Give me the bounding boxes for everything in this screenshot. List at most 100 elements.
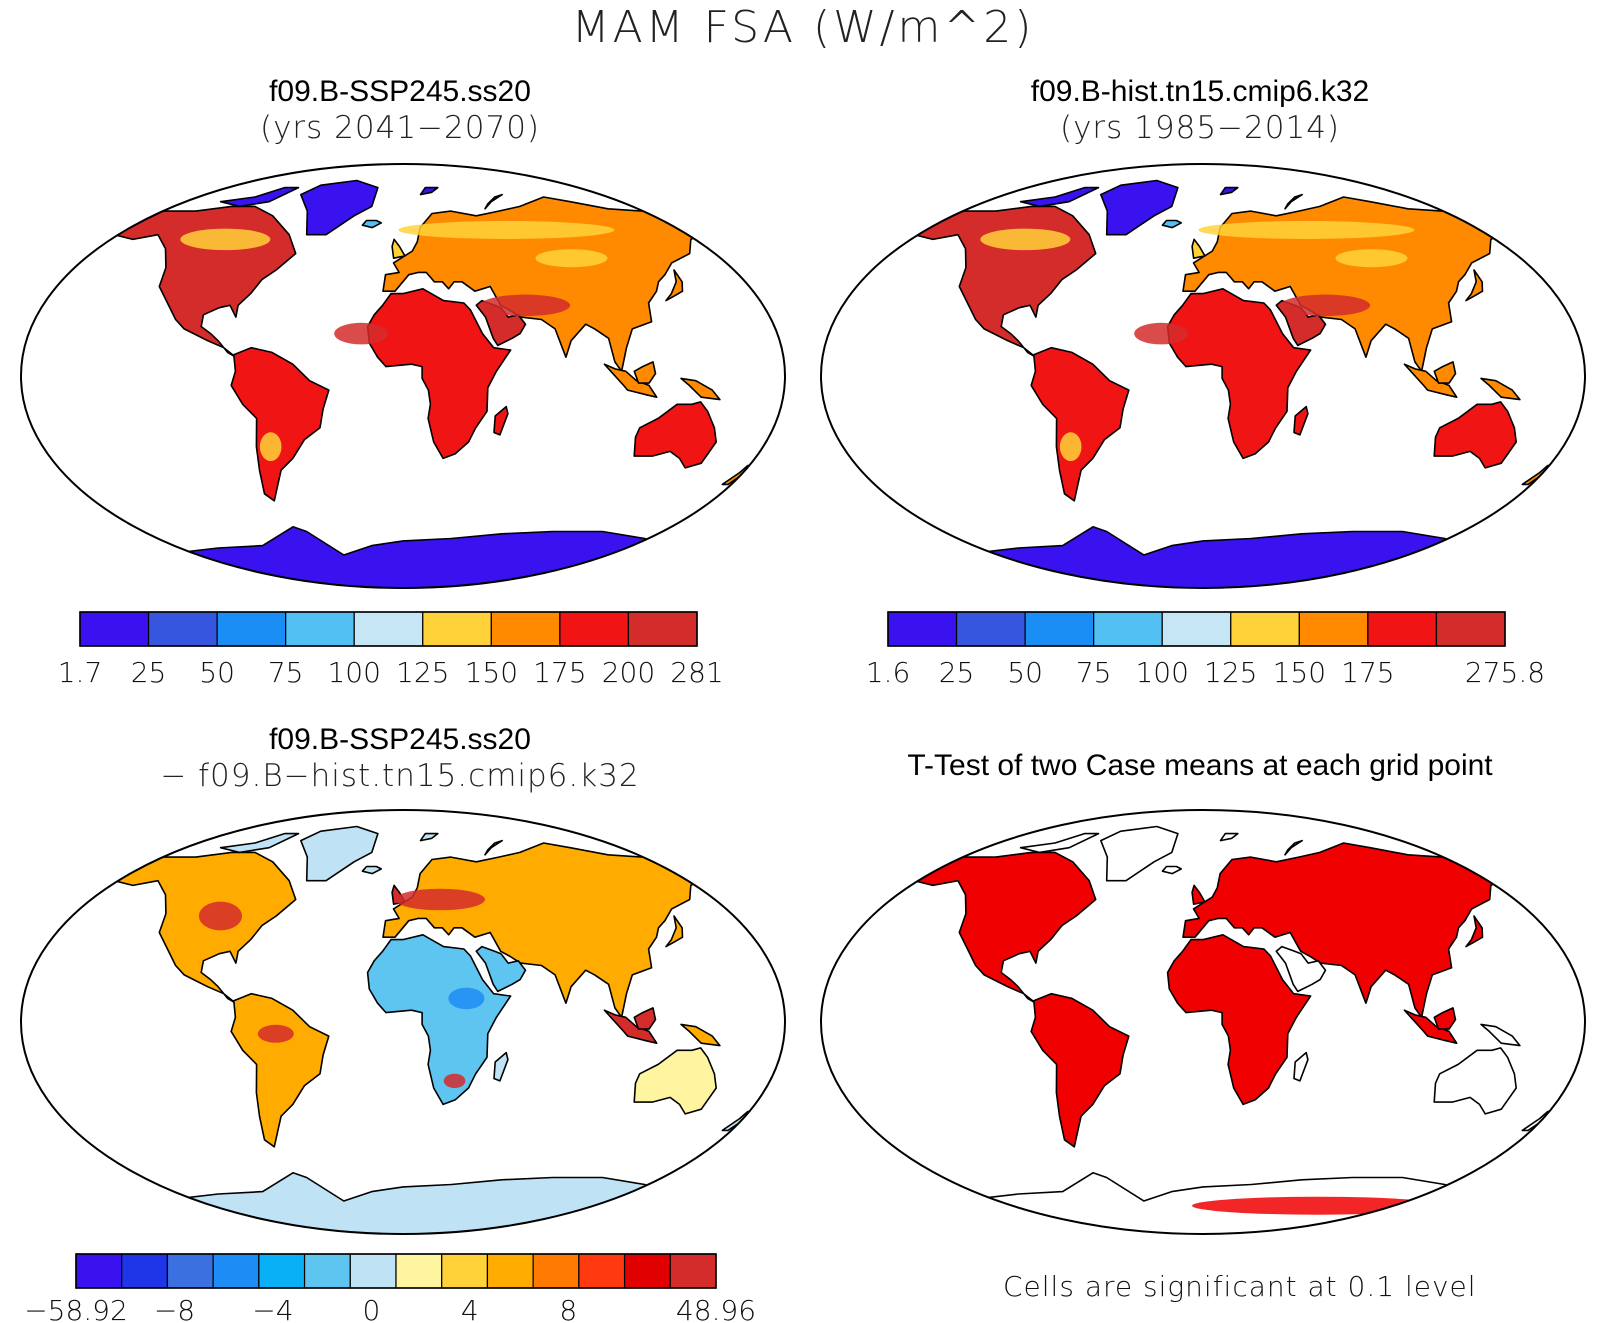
landmass-iceland: [361, 865, 382, 875]
colorbar-swatch: [1093, 611, 1163, 647]
landmass-southAmerica: [1030, 346, 1130, 502]
landmass-borneo: [1433, 361, 1457, 384]
landmass-arcticIslands: [1019, 186, 1100, 208]
landmass-northAmerica: [113, 851, 297, 1004]
field-patch: [398, 220, 615, 239]
landmass-africa: [1166, 288, 1312, 460]
field-patch: [1198, 220, 1415, 239]
field-patch: [1192, 1196, 1445, 1215]
field-patch: [1134, 322, 1189, 345]
panel-title-line1: f09.B-SSP245.ss20: [269, 75, 531, 108]
colorbar-tick-label: 1.7: [58, 656, 103, 689]
landmass-borneo: [1433, 1007, 1457, 1030]
map-frame: [20, 163, 786, 589]
colorbar-tick-label: 150: [1273, 656, 1326, 689]
landmass-novayaZemlya: [1284, 839, 1303, 856]
field-patch: [334, 322, 389, 345]
colorbar-swatch: [422, 611, 492, 647]
landmass-iceland: [361, 219, 382, 229]
panel-title-line1: f09.B-SSP245.ss20: [269, 723, 531, 756]
world-map-hist: [820, 163, 1586, 589]
colorbar-top-right: 1.6 25 50 75 100 125 150 175 275.8: [866, 611, 1545, 692]
colorbar-swatch: [395, 1253, 443, 1289]
colorbar-swatch: [486, 1253, 534, 1289]
field-patch: [394, 888, 485, 911]
landmass-arabia: [1275, 945, 1327, 993]
colorbar-tick-label: 1.6: [866, 656, 911, 689]
colorbar-tick-label: 75: [1076, 656, 1112, 689]
landmass-svalbard: [1219, 832, 1239, 842]
landmass-iceland: [1161, 219, 1182, 229]
colorbar-tick-label: 175: [533, 656, 586, 689]
colorbar-swatch: [887, 611, 958, 647]
field-patch: [448, 987, 485, 1010]
colorbar-svg: −58.92 −8 −4 0 4 8 48.96: [24, 1253, 756, 1323]
colorbar-swatch: [532, 1253, 580, 1289]
figure-title: MAM FSA (W/m^2): [571, 2, 1035, 53]
colorbar-tick-label: −4: [252, 1294, 293, 1323]
landmass-svalbard: [1219, 186, 1239, 196]
colorbar-tick-label: 175: [1341, 656, 1394, 689]
panel-title-bottom-left: f09.B-SSP245.ss20 − f09.B−hist.tn15.cmip…: [40, 722, 760, 794]
colorbar-tick-label: 8: [559, 1294, 577, 1323]
colorbar-swatch: [1298, 611, 1369, 647]
colorbar-swatch: [1024, 611, 1095, 647]
field-patch: [1059, 432, 1082, 462]
colorbar-svg: 1.6 25 50 75 100 125 150 175 275.8: [866, 611, 1545, 689]
colorbar-frame: [75, 1253, 717, 1289]
field-patch: [1335, 249, 1408, 268]
landmass-eurasia: [382, 196, 711, 373]
landmass-arcticIslands: [1019, 832, 1100, 854]
colorbar-swatch: [623, 1253, 671, 1289]
field-patch: [198, 901, 243, 931]
landmass-eurasia: [1182, 196, 1511, 373]
colorbar-svg: 1.7 25 50 75 100 125 150 175 200 281: [58, 611, 724, 689]
landmass-greenland: [300, 179, 379, 236]
world-map-difference: [20, 809, 786, 1235]
colorbar-tick-label: 50: [1007, 656, 1043, 689]
colorbar-frame: [887, 611, 1506, 647]
colorbar-tick-label: 0: [362, 1294, 380, 1323]
landmass-indonesia: [603, 1009, 658, 1044]
map-content: [21, 164, 785, 588]
landmass-newGuinea: [680, 1023, 721, 1047]
colorbar-swatch: [349, 1253, 397, 1289]
landmass-madagascar: [493, 405, 509, 436]
field-patch: [985, 878, 1058, 907]
colorbar-tick-label: 100: [327, 656, 380, 689]
landmass-iceland: [1161, 865, 1182, 875]
map-frame: [820, 809, 1586, 1235]
landmass-svalbard: [419, 832, 439, 842]
landmass-greenland: [300, 825, 379, 882]
panel-title-line2: − f09.B−hist.tn15.cmip6.k32: [160, 758, 640, 794]
colorbar-tick-label: −58.92: [24, 1294, 128, 1323]
colorbar-swatch: [627, 611, 698, 647]
colorbar-swatch: [79, 611, 150, 647]
colorbar-swatch: [216, 611, 287, 647]
landmass-madagascar: [493, 1051, 509, 1082]
panel-title-line2: (yrs 2041−2070): [259, 110, 541, 146]
landmass-indonesia: [603, 363, 658, 398]
colorbar-swatch: [166, 1253, 214, 1289]
field-patch: [535, 249, 608, 268]
colorbar-swatch: [1230, 611, 1300, 647]
field-patch: [980, 228, 1071, 251]
colorbar-tick-label: 100: [1135, 656, 1188, 689]
landmass-africa: [366, 288, 512, 460]
landmass-indonesia: [1403, 1009, 1458, 1044]
landmass-southAmerica: [230, 992, 330, 1148]
map-content: [821, 164, 1585, 588]
colorbar-swatch: [441, 1253, 489, 1289]
field-patch: [443, 1073, 466, 1089]
colorbar-tick-label: −8: [154, 1294, 195, 1323]
colorbar-bottom-left: −58.92 −8 −4 0 4 8 48.96: [24, 1253, 756, 1323]
colorbar-frame: [79, 611, 698, 647]
panel-title-line1: f09.B-hist.tn15.cmip6.k32: [1030, 75, 1370, 108]
map-content: [21, 810, 785, 1234]
colorbar-top-left: 1.7 25 50 75 100 125 150 175 200 281: [58, 611, 724, 692]
colorbar-swatch: [212, 1253, 260, 1289]
landmass-arcticIslands: [219, 186, 300, 208]
panel-title-top-right: f09.B-hist.tn15.cmip6.k32 (yrs 1985−2014…: [840, 74, 1560, 146]
colorbar-tick-label: 125: [396, 656, 449, 689]
map-content: [821, 810, 1585, 1234]
